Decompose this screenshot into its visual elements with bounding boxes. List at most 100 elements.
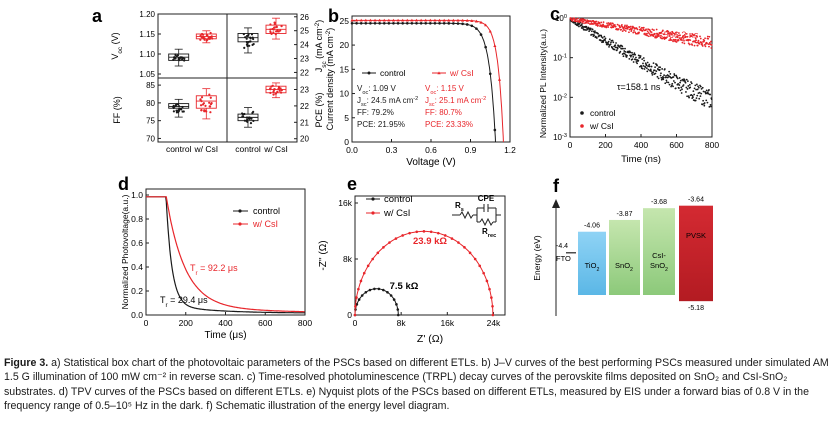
data-point xyxy=(676,77,679,80)
data-point xyxy=(610,24,613,26)
data-point xyxy=(700,87,703,90)
data-point xyxy=(447,18,451,22)
data-point xyxy=(578,25,580,28)
x-axis-label: Z' (Ω) xyxy=(417,333,443,345)
data-point xyxy=(581,21,583,24)
y-tick-label: 70 xyxy=(146,134,155,143)
data-point xyxy=(638,31,640,34)
x-tick-label: 200 xyxy=(179,318,193,328)
x-tick-label: 0 xyxy=(144,318,149,328)
rrec-annotation: 23.9 kΩ xyxy=(413,236,447,247)
data-point xyxy=(608,38,611,41)
data-point xyxy=(571,20,574,22)
data-point xyxy=(641,58,644,60)
data-point xyxy=(396,313,400,317)
tpv-curve xyxy=(146,196,305,313)
data-point xyxy=(279,91,283,94)
data-point xyxy=(709,93,712,96)
data-point xyxy=(597,32,599,35)
csi-sno2-block xyxy=(643,208,675,295)
data-point xyxy=(433,21,437,25)
data-point xyxy=(589,27,592,30)
data-point xyxy=(684,81,687,84)
data-point xyxy=(688,96,690,99)
data-point xyxy=(675,31,678,34)
data-point xyxy=(172,110,175,113)
data-point xyxy=(452,22,455,25)
data-point xyxy=(612,22,614,25)
data-point xyxy=(362,271,366,275)
data-point xyxy=(475,27,478,30)
data-point xyxy=(631,51,633,54)
data-point xyxy=(278,89,281,92)
data-point xyxy=(668,83,671,86)
data-point xyxy=(382,18,386,22)
data-point xyxy=(614,46,617,49)
data-point xyxy=(658,34,660,37)
data-point xyxy=(600,35,603,38)
data-point xyxy=(674,87,677,90)
data-point xyxy=(396,308,400,311)
data-point xyxy=(614,25,617,28)
data-point xyxy=(274,33,277,36)
data-point xyxy=(672,85,674,88)
data-point xyxy=(377,287,381,291)
data-point xyxy=(280,25,283,28)
data-point xyxy=(174,53,177,57)
data-point xyxy=(654,72,657,75)
data-point xyxy=(590,30,593,33)
data-point xyxy=(624,50,627,53)
data-point xyxy=(401,234,404,237)
panel-c: c 0 200 400 600 800 10-3 10-2 10-1 100 Time (ns) No… xyxy=(538,4,719,165)
data-point xyxy=(585,25,588,28)
tau-annotation: Tr = 92.2 μs xyxy=(190,263,238,277)
data-point xyxy=(625,56,628,58)
data-point xyxy=(699,85,702,88)
data-point xyxy=(396,21,400,25)
data-point xyxy=(244,36,247,39)
level-name: TiO2 xyxy=(585,261,600,273)
y-axis-label: FF (%) xyxy=(112,96,122,124)
data-point xyxy=(697,39,700,42)
data-point xyxy=(176,103,180,106)
data-point xyxy=(276,29,279,32)
y-tick-label: 1.10 xyxy=(139,50,155,59)
data-point xyxy=(688,83,691,86)
data-point xyxy=(629,25,632,28)
data-point xyxy=(473,257,477,261)
data-point xyxy=(428,18,432,22)
data-point xyxy=(456,18,460,22)
y-tick-label: 0 xyxy=(347,310,352,320)
data-point xyxy=(667,30,670,33)
data-point xyxy=(626,27,629,30)
data-point xyxy=(468,251,472,255)
data-point xyxy=(242,33,245,36)
data-point xyxy=(679,89,682,92)
data-point xyxy=(373,21,377,25)
data-point xyxy=(667,81,670,84)
data-point xyxy=(703,39,706,42)
data-point xyxy=(433,18,437,22)
data-point xyxy=(667,76,669,79)
data-point xyxy=(424,21,428,25)
data-point xyxy=(708,89,710,91)
level-name: SnO2 xyxy=(615,261,633,273)
y-axis-label: Energy (eV) xyxy=(532,235,542,281)
data-point xyxy=(679,79,682,82)
data-point xyxy=(680,92,683,94)
data-point xyxy=(672,40,674,43)
data-point xyxy=(662,29,664,32)
circuit-label: Rs xyxy=(455,201,464,213)
data-point xyxy=(605,41,608,44)
data-point xyxy=(638,26,641,28)
data-point xyxy=(209,103,213,106)
data-point xyxy=(587,22,590,25)
data-point xyxy=(694,99,697,102)
figure-caption: Figure 3. a) Statistical box chart of th… xyxy=(4,356,832,414)
y-axis-label: Current density (mA cm-2) xyxy=(325,28,336,131)
data-point xyxy=(482,271,485,275)
panel-letter: a xyxy=(92,6,103,26)
data-point xyxy=(251,111,254,115)
data-point xyxy=(709,104,712,106)
data-point xyxy=(694,41,697,44)
